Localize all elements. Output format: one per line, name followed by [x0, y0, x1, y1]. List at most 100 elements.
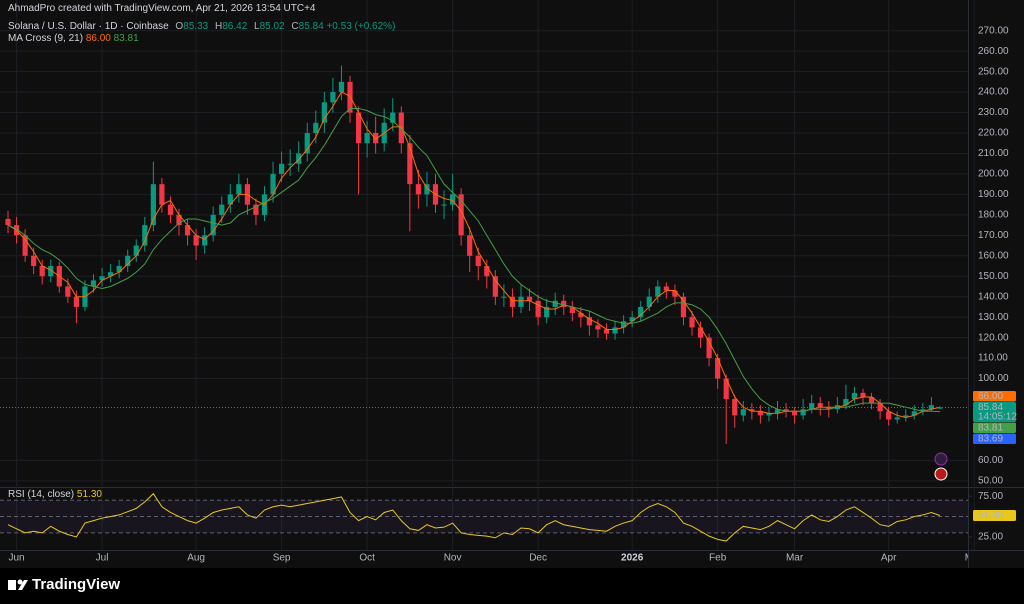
- ma-value: 86.00: [85, 33, 111, 44]
- candle-body: [450, 194, 456, 205]
- ma-value: 83.81: [113, 33, 139, 44]
- y-tick-label: 210.00: [978, 148, 1009, 159]
- candle-body: [501, 296, 507, 298]
- candle-body: [612, 327, 618, 334]
- x-tick-label: May: [965, 553, 984, 564]
- y-tick-label: 160.00: [978, 250, 1009, 261]
- candle-body: [911, 411, 917, 416]
- candle-body: [886, 411, 892, 420]
- candle-body: [65, 286, 71, 297]
- candle-body: [749, 409, 755, 412]
- y-tick-label: 190.00: [978, 189, 1009, 200]
- logo-mark: [17, 579, 23, 585]
- candle-body: [672, 290, 678, 297]
- rsi-label: 51.30: [978, 510, 1003, 521]
- price-label-box: [973, 433, 1016, 444]
- y-tick-label: 25.00: [978, 532, 1003, 543]
- candle-body: [338, 81, 345, 93]
- candle-body: [99, 276, 105, 281]
- y-tick-label: 100.00: [978, 373, 1009, 384]
- logo-mark: [18, 580, 28, 590]
- price-label-box: [973, 391, 1016, 402]
- candle-body: [31, 255, 37, 267]
- candle-body: [595, 325, 601, 330]
- candle-body: [689, 317, 695, 328]
- x-tick-label: Dec: [529, 553, 547, 564]
- price-label: 85.84: [978, 402, 1003, 413]
- x-tick-label: 2026: [621, 553, 644, 564]
- x-tick-label: Apr: [881, 553, 897, 564]
- candle-body: [774, 409, 781, 414]
- ohlc-value: 85.33: [183, 21, 209, 32]
- ohlc-value: 85.02: [259, 21, 285, 32]
- candle-body: [809, 403, 815, 410]
- candle-body: [826, 407, 832, 410]
- candle-body: [638, 306, 644, 318]
- y-tick-label: 260.00: [978, 46, 1009, 57]
- candle-body: [484, 266, 490, 277]
- x-tick-label: Aug: [187, 553, 205, 564]
- candle-body: [227, 194, 233, 205]
- candle-body: [142, 225, 148, 246]
- candle-body: [740, 409, 746, 416]
- candle-body: [903, 415, 909, 418]
- candle-body: [783, 409, 789, 412]
- candle-body: [792, 411, 798, 416]
- y-tick-label: 270.00: [978, 25, 1009, 36]
- change: +0.53 (+0.62%): [326, 21, 396, 32]
- y-tick-label: 240.00: [978, 87, 1009, 98]
- y-tick-label: 200.00: [978, 169, 1009, 180]
- price-label: 86.00: [978, 391, 1003, 402]
- alert-icon[interactable]: [934, 452, 948, 466]
- candle-body: [655, 286, 661, 297]
- candle-body: [90, 280, 97, 287]
- candle-body: [663, 286, 669, 291]
- attribution: AhmadPro created with TradingView.com, A…: [8, 3, 316, 14]
- y-tick-label: 150.00: [978, 271, 1009, 282]
- candle-body: [715, 358, 721, 379]
- y-tick-label: 170.00: [978, 230, 1009, 241]
- ohlc-value: 85.84: [298, 21, 324, 32]
- logo: TradingView: [8, 576, 120, 593]
- candle-body: [236, 184, 242, 195]
- candle-body: [219, 204, 225, 215]
- y-tick-label: 60.00: [978, 455, 1003, 466]
- candle-body: [210, 214, 216, 236]
- candle-body: [578, 313, 584, 318]
- candle-body: [629, 317, 635, 322]
- candle-body: [22, 235, 28, 256]
- candle-body: [270, 173, 276, 195]
- y-tick-label: 140.00: [978, 291, 1009, 302]
- indicator-title: MA Cross (9, 21): [8, 33, 84, 44]
- candle-body: [202, 235, 208, 246]
- ohlc-key: H: [215, 21, 223, 32]
- candle-body: [937, 407, 943, 409]
- candle-body: [603, 329, 610, 334]
- candle-body: [544, 306, 550, 318]
- ohlc-value: 86.42: [222, 21, 248, 32]
- y-tick-label: 130.00: [978, 312, 1009, 323]
- x-tick-label: Nov: [444, 553, 462, 564]
- event-icon[interactable]: [934, 467, 948, 481]
- candle-body: [441, 204, 447, 206]
- y-tick-label: 250.00: [978, 66, 1009, 77]
- x-tick-label: Jun: [8, 553, 24, 564]
- candle-body: [535, 300, 541, 318]
- price-label-box: [973, 422, 1016, 433]
- y-tick-label: 120.00: [978, 332, 1009, 343]
- candle-body: [509, 296, 516, 307]
- rsi-title: RSI (14, close): [8, 489, 75, 500]
- candle-body: [458, 194, 464, 236]
- candle-body: [253, 204, 259, 215]
- footer: [0, 568, 1024, 604]
- candle-body: [279, 163, 285, 174]
- candle-body: [355, 112, 362, 144]
- x-tick-label: Oct: [359, 553, 375, 564]
- candle-body: [518, 296, 524, 307]
- rsi-value: 51.30: [76, 489, 102, 500]
- candle-body: [5, 218, 11, 226]
- candle-body: [766, 413, 772, 416]
- candle-body: [159, 184, 165, 205]
- candle-body: [732, 399, 738, 416]
